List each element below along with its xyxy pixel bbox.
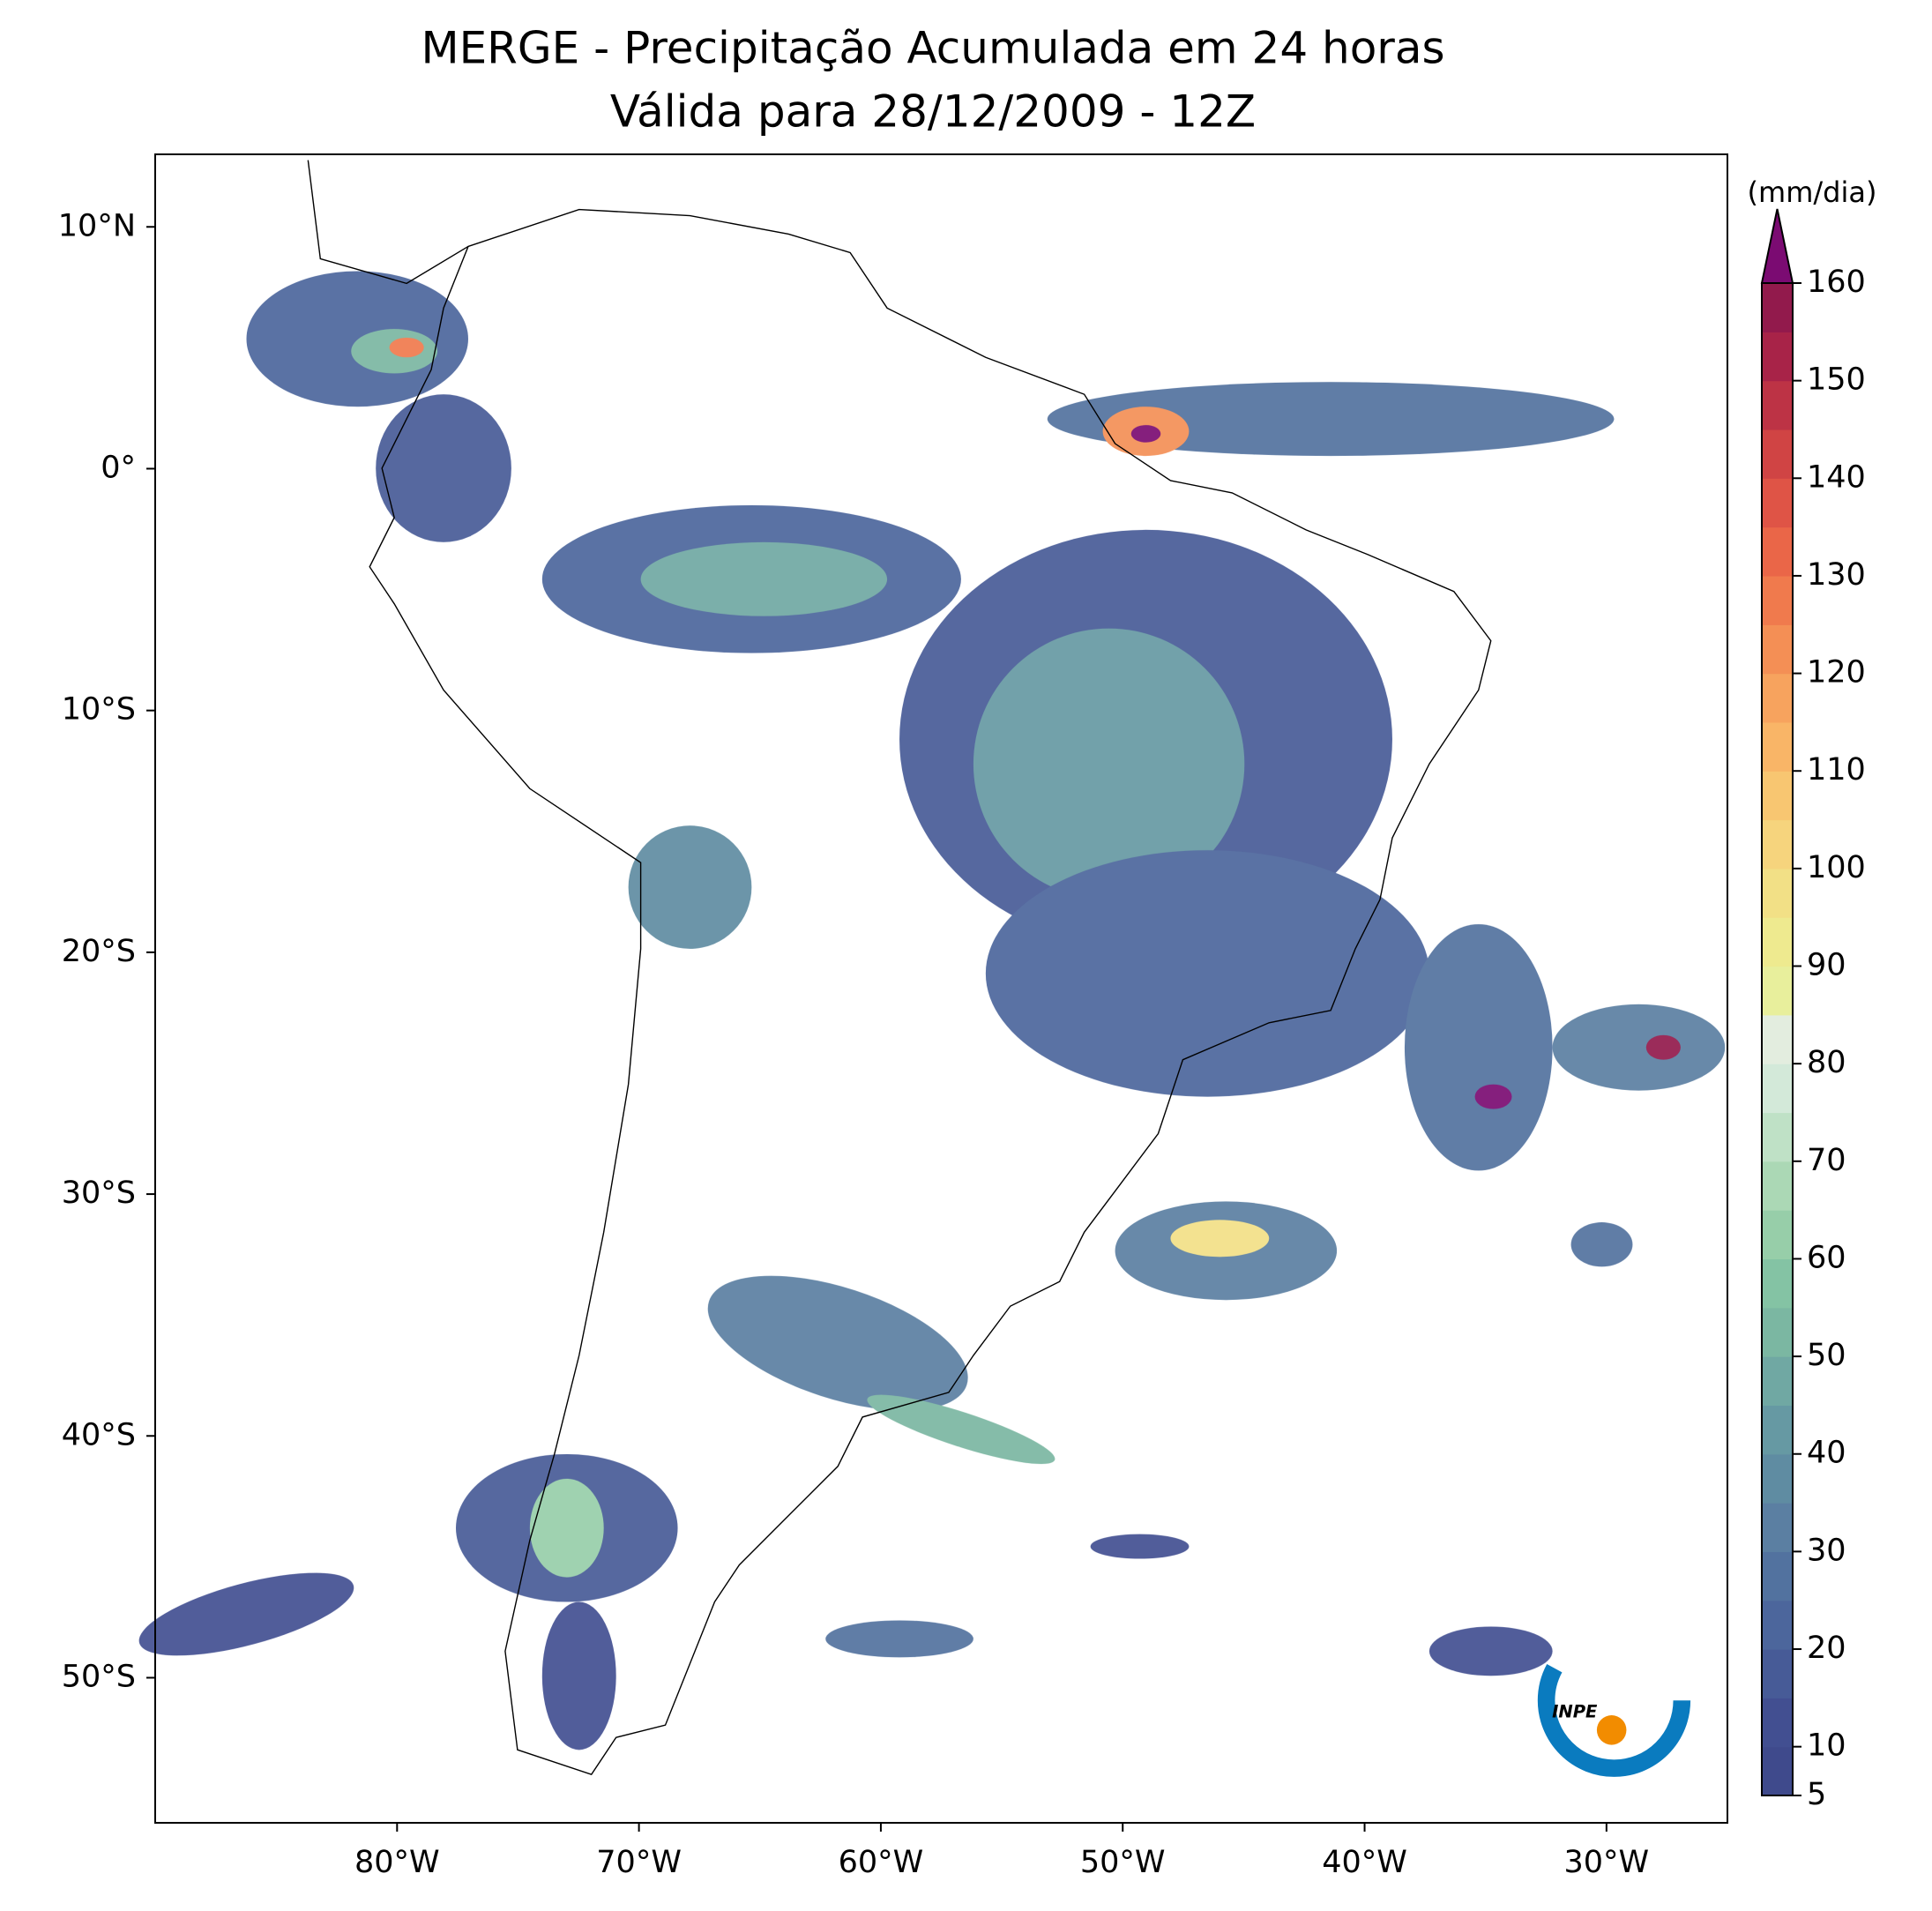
colorbar-bin xyxy=(1762,966,1793,1016)
border xyxy=(307,160,469,285)
rain-area xyxy=(376,394,511,542)
colorbar-bin xyxy=(1762,1746,1793,1796)
colorbar-bin xyxy=(1762,1161,1793,1211)
rain-area xyxy=(1047,382,1615,457)
rain-area xyxy=(138,1572,354,1656)
colorbar-bin xyxy=(1762,1503,1793,1552)
colorbar-frame xyxy=(1761,282,1794,1796)
rain-area xyxy=(541,1601,616,1751)
colorbar-bin xyxy=(1762,771,1793,821)
rain-area xyxy=(867,1394,1056,1465)
colorbar-bin xyxy=(1762,1112,1793,1162)
rain-area xyxy=(1130,425,1161,443)
colorbar-tick-label: 110 xyxy=(1807,752,1866,788)
colorbar-tick-label: 10 xyxy=(1807,1728,1846,1764)
colorbar-tick-label: 20 xyxy=(1807,1631,1846,1666)
colorbar-bin xyxy=(1762,1356,1793,1407)
y-tick-label: 10°S xyxy=(62,692,136,728)
colorbar-tick-label: 120 xyxy=(1807,655,1866,690)
colorbar-label: (mm/dia) xyxy=(1748,175,1877,209)
colorbar-tick-label: 100 xyxy=(1807,850,1866,885)
colorbar-bin xyxy=(1762,868,1793,918)
colorbar-bin xyxy=(1762,1210,1793,1260)
plot-frame xyxy=(154,153,1728,1824)
logo-text: INPE xyxy=(1552,1702,1598,1722)
rain-area xyxy=(246,271,468,407)
colorbar-bin xyxy=(1762,1258,1793,1309)
coastline xyxy=(369,208,1492,1775)
logo: INPE xyxy=(1537,1624,1691,1777)
colorbar-bin xyxy=(1762,575,1793,625)
precipitation xyxy=(138,271,1726,1751)
y-tick-label: 0° xyxy=(101,450,136,485)
colorbar-tick-label: 140 xyxy=(1807,459,1866,495)
x-tick-label: 30°W xyxy=(1564,1845,1650,1880)
colorbar-tick-label: 160 xyxy=(1807,265,1866,300)
colorbar-tick-label: 150 xyxy=(1807,362,1866,398)
y-tick-label: 10°N xyxy=(58,208,136,243)
colorbar-tick-label: 130 xyxy=(1807,557,1866,593)
colorbar-bin xyxy=(1762,380,1793,430)
rain-area xyxy=(628,825,752,949)
colorbar-tick-label: 30 xyxy=(1807,1533,1846,1568)
colorbar-tick-label: 80 xyxy=(1807,1045,1846,1080)
rain-area xyxy=(825,1620,973,1658)
x-tick-label: 60°W xyxy=(839,1845,924,1880)
colorbar-bin xyxy=(1762,624,1793,675)
colorbar-bin xyxy=(1762,332,1793,382)
colorbar-tick-label: 5 xyxy=(1807,1777,1826,1812)
rain-area xyxy=(389,337,424,358)
rain-area xyxy=(985,850,1429,1097)
x-tick-label: 40°W xyxy=(1322,1845,1407,1880)
logo-dot xyxy=(1596,1715,1627,1745)
colorbar-tick-label: 60 xyxy=(1807,1240,1846,1275)
logo-swirl xyxy=(1537,1624,1691,1777)
colorbar-tick-label: 40 xyxy=(1807,1436,1846,1471)
colorbar-bin xyxy=(1762,1307,1793,1357)
colorbar-tick-label: 90 xyxy=(1807,948,1846,983)
colorbar-bin xyxy=(1762,478,1793,528)
rain-area xyxy=(1552,1004,1726,1091)
colorbar-bin xyxy=(1762,283,1793,332)
colorbar-bin xyxy=(1762,1698,1793,1748)
colorbar-bin xyxy=(1762,429,1793,479)
rain-area xyxy=(1428,1626,1553,1676)
rain-area xyxy=(529,1478,604,1578)
colorbar-bin xyxy=(1762,1600,1793,1650)
colorbar-tick-label: 70 xyxy=(1807,1143,1846,1178)
rain-area xyxy=(1404,923,1553,1171)
colorbar-tick-label: 50 xyxy=(1807,1338,1846,1373)
rain-area xyxy=(1645,1034,1681,1060)
colorbar-bin xyxy=(1762,917,1793,967)
y-tick-label: 50°S xyxy=(62,1659,136,1694)
colorbar-bin xyxy=(1762,721,1793,772)
colorbar-bin xyxy=(1762,1453,1793,1504)
colorbar-bin xyxy=(1762,1405,1793,1455)
rain-area xyxy=(1090,1534,1190,1559)
rain-area xyxy=(1570,1222,1633,1267)
x-tick-label: 80°W xyxy=(354,1845,440,1880)
y-tick-label: 20°S xyxy=(62,934,136,969)
rain-area xyxy=(1474,1084,1512,1109)
rain-area xyxy=(973,628,1245,900)
colorbar-bin xyxy=(1762,1551,1793,1601)
colorbar-bin xyxy=(1762,526,1793,577)
rain-area xyxy=(640,541,888,616)
map-subtitle: Válida para 28/12/2009 - 12Z xyxy=(610,86,1256,138)
map-title: MERGE - Precipitação Acumulada em 24 hor… xyxy=(421,23,1444,74)
colorbar-bin xyxy=(1762,819,1793,870)
colorbar-bin xyxy=(1762,1649,1793,1698)
colorbar-bin xyxy=(1762,1014,1793,1064)
map-area: INPE xyxy=(138,160,1726,1777)
x-tick-label: 50°W xyxy=(1080,1845,1166,1880)
y-tick-label: 40°S xyxy=(62,1417,136,1452)
y-tick-label: 30°S xyxy=(62,1176,136,1211)
rain-area xyxy=(1170,1220,1270,1258)
colorbar-bin xyxy=(1762,673,1793,723)
colorbar-bin xyxy=(1762,1064,1793,1114)
x-tick-label: 70°W xyxy=(596,1845,682,1880)
rain-area xyxy=(707,1275,968,1411)
